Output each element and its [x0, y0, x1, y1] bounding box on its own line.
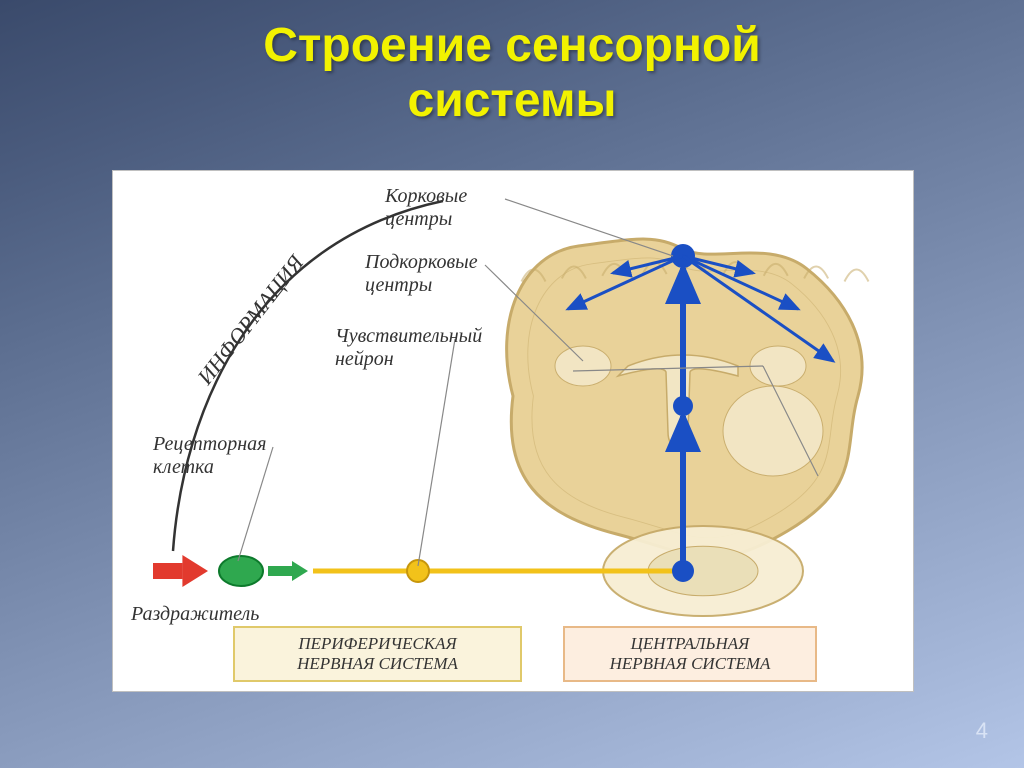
slide-title: Строение сенсорной системы [0, 18, 1024, 128]
box-cns: ЦЕНТРАЛЬНАЯНЕРВНАЯ СИСТЕМА [563, 626, 817, 682]
info-arc-label: ИНФОРМАЦИЯ [192, 249, 310, 390]
title-line-2: системы [408, 74, 617, 127]
box-pns: ПЕРИФЕРИЧЕСКАЯНЕРВНАЯ СИСТЕМА [233, 626, 522, 682]
label-receptor: Рецепторнаяклетка [153, 433, 266, 479]
label-subcortical: Подкорковыецентры [365, 251, 478, 297]
slide: Строение сенсорной системы ИНФОРМАЦИЯ Ко… [0, 0, 1024, 768]
label-neuron: Чувствительныйнейрон [335, 325, 482, 371]
label-cortical: Корковыецентры [385, 185, 467, 231]
title-line-1: Строение сенсорной [263, 19, 761, 72]
diagram-panel: ИНФОРМАЦИЯ Корковыецентры Подкорковыецен… [112, 170, 914, 692]
label-stimulus: Раздражитель [131, 603, 259, 626]
slide-number: 4 [976, 718, 988, 744]
